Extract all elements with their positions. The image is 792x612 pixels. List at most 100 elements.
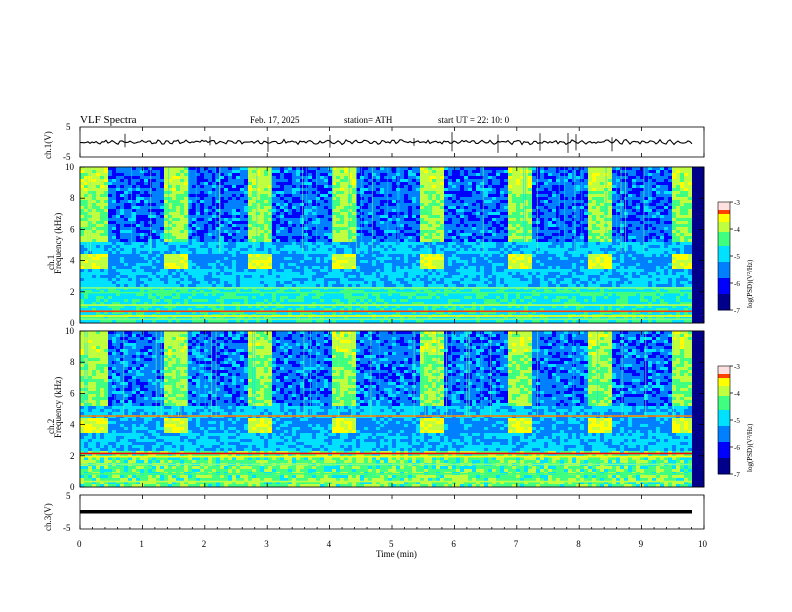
spectrogram-cell bbox=[384, 176, 388, 179]
spectrogram-cell bbox=[384, 188, 388, 191]
spectrogram-cell bbox=[232, 179, 236, 182]
spectrogram-cell bbox=[300, 245, 304, 248]
spectrogram-cell bbox=[280, 284, 284, 287]
spectrogram-cell bbox=[256, 275, 260, 278]
spectrogram-cell bbox=[344, 275, 348, 278]
spectrogram-cell bbox=[384, 305, 388, 308]
spectrogram-cell bbox=[452, 200, 456, 203]
spectrogram-cell bbox=[264, 257, 268, 260]
spectrogram-cell bbox=[324, 308, 328, 311]
spectrogram-cell bbox=[328, 248, 332, 251]
spectrogram-cell bbox=[128, 212, 132, 215]
spectrogram-cell bbox=[376, 221, 380, 224]
spectrogram-cell bbox=[232, 170, 236, 173]
spectrogram-cell bbox=[184, 179, 188, 182]
spectrogram-cell bbox=[156, 311, 160, 314]
spectrogram-cell bbox=[456, 167, 460, 170]
spectrogram-cell bbox=[176, 281, 180, 284]
spectrogram-cell bbox=[264, 218, 268, 221]
spectrogram-cell bbox=[180, 290, 184, 293]
spectrogram-cell bbox=[436, 167, 440, 170]
spectrogram-cell bbox=[292, 266, 296, 269]
spectrogram-cell bbox=[456, 224, 460, 227]
spectrogram-cell bbox=[360, 305, 364, 308]
spectrogram-cell bbox=[148, 191, 152, 194]
spectrogram-cell bbox=[280, 290, 284, 293]
spectrogram-cell bbox=[136, 191, 140, 194]
spectrogram-cell bbox=[388, 200, 392, 203]
spectrogram-cell bbox=[456, 293, 460, 296]
spectrogram-cell bbox=[360, 272, 364, 275]
spectrogram-cell bbox=[316, 170, 320, 173]
spectrogram-cell bbox=[396, 254, 400, 257]
spectrogram-cell bbox=[392, 266, 396, 269]
spectrogram-cell bbox=[344, 242, 348, 245]
spectrogram-cell bbox=[160, 179, 164, 182]
spectrogram-cell bbox=[196, 212, 200, 215]
spectrogram-cell bbox=[448, 296, 452, 299]
spectrogram-cell bbox=[280, 305, 284, 308]
spectrogram-cell bbox=[424, 212, 428, 215]
spectrogram-cell bbox=[144, 179, 148, 182]
spectrogram-cell bbox=[164, 272, 168, 275]
spectrogram-cell bbox=[288, 233, 292, 236]
spectrogram-cell bbox=[84, 251, 88, 254]
spectrogram-cell bbox=[308, 227, 312, 230]
spectrogram-cell bbox=[212, 266, 216, 269]
spectrogram-cell bbox=[452, 173, 456, 176]
spectrogram-cell bbox=[396, 290, 400, 293]
spectrogram-cell bbox=[404, 203, 408, 206]
spectrogram-cell bbox=[312, 272, 316, 275]
spectrogram-cell bbox=[156, 233, 160, 236]
spectrogram-cell bbox=[172, 194, 176, 197]
spectrogram-cell bbox=[248, 290, 252, 293]
spectrogram-cell bbox=[296, 224, 300, 227]
spectrogram-cell bbox=[408, 320, 412, 323]
spectrogram-cell bbox=[256, 185, 260, 188]
spectrogram-cell bbox=[460, 200, 464, 203]
spectrogram-cell bbox=[92, 305, 96, 308]
spectrogram-cell bbox=[408, 224, 412, 227]
spectrogram-cell bbox=[80, 167, 84, 170]
spectrogram-cell bbox=[312, 305, 316, 308]
spectrogram-cell bbox=[404, 170, 408, 173]
spectrogram-cell bbox=[400, 224, 404, 227]
spectrogram-cell bbox=[120, 242, 124, 245]
spectrogram-cell bbox=[196, 308, 200, 311]
spectrogram-cell bbox=[448, 248, 452, 251]
spectrogram-cell bbox=[316, 221, 320, 224]
spectrogram-cell bbox=[372, 170, 376, 173]
spectrogram-cell bbox=[296, 188, 300, 191]
spectrogram-cell bbox=[256, 302, 260, 305]
spectrogram-cell bbox=[268, 233, 272, 236]
spectrogram-cell bbox=[392, 257, 396, 260]
spectrogram-cell bbox=[192, 248, 196, 251]
spectrogram-cell bbox=[400, 302, 404, 305]
spectrogram-cell bbox=[416, 278, 420, 281]
spectrogram-cell bbox=[304, 296, 308, 299]
spectrogram-cell bbox=[208, 242, 212, 245]
spectrogram-cell bbox=[152, 254, 156, 257]
spectrogram-cell bbox=[144, 209, 148, 212]
spectrogram-cell bbox=[264, 230, 268, 233]
spectrogram-cell bbox=[368, 188, 372, 191]
spectrogram-cell bbox=[188, 197, 192, 200]
spectrogram-cell bbox=[140, 239, 144, 242]
spectrogram-cell bbox=[232, 191, 236, 194]
spectrogram-cell bbox=[192, 176, 196, 179]
spectrogram-cell bbox=[84, 281, 88, 284]
spectrogram-cell bbox=[372, 182, 376, 185]
spectrogram-cell bbox=[352, 185, 356, 188]
spectrogram-cell bbox=[208, 179, 212, 182]
spectrogram-cell bbox=[332, 233, 336, 236]
spectrogram-cell bbox=[348, 236, 352, 239]
spectrogram-cell bbox=[228, 197, 232, 200]
spectrogram-cell bbox=[172, 302, 176, 305]
spectrogram-cell bbox=[176, 284, 180, 287]
spectrogram-cell bbox=[256, 242, 260, 245]
spectrogram-cell bbox=[164, 299, 168, 302]
spectrogram-cell bbox=[116, 215, 120, 218]
spectrogram-cell bbox=[240, 176, 244, 179]
spectrogram-cell bbox=[260, 302, 264, 305]
spectrogram-cell bbox=[240, 233, 244, 236]
